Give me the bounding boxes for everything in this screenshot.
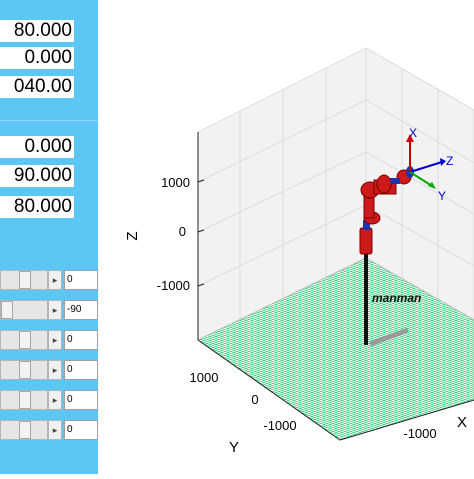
readout-pitch-value: 90.000	[13, 165, 72, 186]
y-tick-label: 0	[251, 392, 258, 407]
y-tick-label: -1000	[263, 418, 296, 433]
readout-x-value: 80.000	[13, 20, 72, 41]
z-axis-label: Z	[124, 231, 141, 240]
slider-track[interactable]	[0, 300, 48, 320]
slider-thumb[interactable]	[1, 301, 13, 319]
readout-pitch: 90.000	[0, 165, 74, 187]
slider-right-arrow-icon[interactable]: ▸	[48, 360, 62, 380]
readout-x: 80.000	[0, 20, 74, 42]
robot-base-shadow	[369, 327, 409, 347]
slider-right-arrow-icon[interactable]: ▸	[48, 390, 62, 410]
plot-area: 1000 0 -1000 Z 1000 0 -1000 Y -1000 X	[98, 0, 474, 474]
robot-joint-4	[376, 174, 392, 194]
robot-joint-1	[363, 220, 370, 230]
y-axis-line	[339, 399, 474, 441]
robot-arm	[359, 166, 414, 345]
frame-y-label: Y	[438, 189, 446, 203]
joint-slider-2: ▸ -90	[0, 298, 98, 324]
joint-2-value-input[interactable]: -90	[64, 300, 98, 320]
slider-thumb[interactable]	[19, 391, 31, 409]
tool-frame: X Z Y	[406, 126, 453, 203]
x-axis-line	[197, 339, 341, 441]
readout-y: 0.000	[0, 47, 74, 69]
z-tick-label: -1000	[157, 278, 190, 293]
slider-thumb[interactable]	[19, 361, 31, 379]
slider-right-arrow-icon[interactable]: ▸	[48, 420, 62, 440]
robot-joint-blue	[390, 178, 400, 184]
slider-thumb[interactable]	[19, 421, 31, 439]
slider-track[interactable]	[0, 390, 48, 410]
y-axis: 1000 0 -1000 Y	[190, 370, 297, 456]
joint-6-value-input[interactable]: 0	[64, 420, 98, 440]
slider-track[interactable]	[0, 330, 48, 350]
panel-divider	[0, 120, 98, 121]
joint-4-value-input[interactable]: 0	[64, 360, 98, 380]
joint-slider-3: ▸ 0	[0, 328, 98, 354]
readout-z: 040.00	[0, 76, 74, 98]
joint-1-value-input[interactable]: 0	[64, 270, 98, 290]
slider-right-arrow-icon[interactable]: ▸	[48, 300, 62, 320]
joint-slider-5: ▸ 0	[0, 388, 98, 414]
control-panel: 80.000 0.000 040.00 0.000 90.000 80.000 …	[0, 0, 98, 474]
z-axis: 1000 0 -1000 Z	[124, 175, 205, 293]
readout-z-value: 040.00	[13, 76, 72, 97]
slider-track[interactable]	[0, 270, 48, 290]
joint-5-value-input[interactable]: 0	[64, 390, 98, 410]
y-axis-label: Y	[229, 439, 239, 456]
joint-slider-1: ▸ 0	[0, 268, 98, 294]
joint-slider-6: ▸ 0	[0, 418, 98, 444]
readout-roll-value: 0.000	[24, 136, 72, 157]
x-axis: -1000 X	[403, 414, 467, 441]
x-axis-label: X	[457, 414, 467, 431]
frame-z-label: Z	[446, 154, 453, 168]
readout-yaw-value: 80.000	[13, 196, 72, 217]
slider-thumb[interactable]	[19, 331, 31, 349]
robot-3d-plot[interactable]: 1000 0 -1000 Z 1000 0 -1000 Y -1000 X	[98, 0, 474, 474]
joint-3-value-input[interactable]: 0	[64, 330, 98, 350]
frame-x-label: X	[409, 126, 417, 140]
joint-slider-4: ▸ 0	[0, 358, 98, 384]
slider-track[interactable]	[0, 360, 48, 380]
slider-right-arrow-icon[interactable]: ▸	[48, 330, 62, 350]
robot-link-1	[359, 227, 373, 255]
x-tick-label: -1000	[403, 426, 436, 441]
readout-y-value: 0.000	[24, 47, 72, 68]
z-tick-label: 0	[179, 224, 186, 239]
slider-track[interactable]	[0, 420, 48, 440]
readout-yaw: 80.000	[0, 196, 74, 218]
robot-name-label: manman	[372, 291, 421, 305]
z-tick-label: 1000	[161, 175, 190, 190]
readout-roll: 0.000	[0, 136, 74, 158]
slider-thumb[interactable]	[19, 271, 31, 289]
slider-right-arrow-icon[interactable]: ▸	[48, 270, 62, 290]
plot-box	[197, 47, 474, 341]
y-tick-label: 1000	[190, 370, 219, 385]
robot-link-2	[363, 195, 375, 219]
